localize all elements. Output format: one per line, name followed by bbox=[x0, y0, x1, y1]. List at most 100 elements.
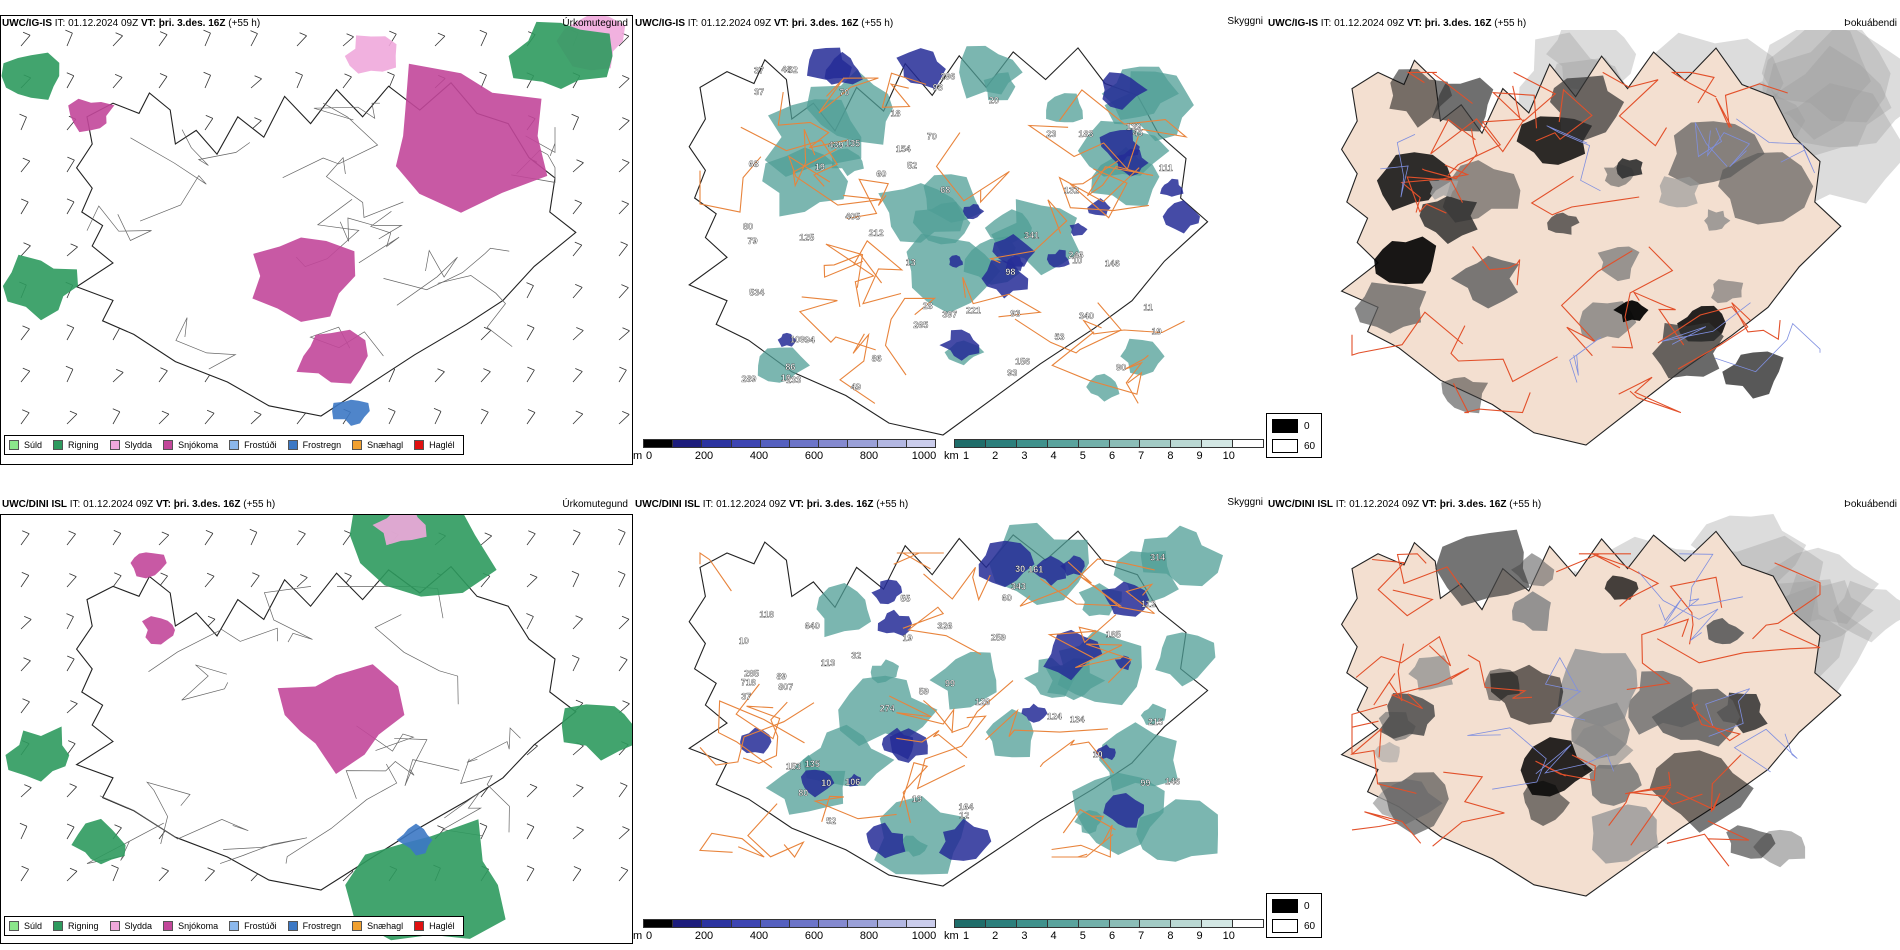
wind-barb bbox=[20, 657, 31, 672]
cloud-base-label: 112 bbox=[1141, 599, 1156, 609]
fog-area bbox=[1756, 45, 1892, 148]
colorbar-cell bbox=[1202, 920, 1234, 927]
snow-area bbox=[296, 329, 368, 384]
colorbar-cell bbox=[1140, 920, 1172, 927]
fog-area bbox=[1490, 664, 1564, 725]
wind-barb bbox=[618, 366, 627, 383]
wind-barb bbox=[66, 867, 78, 882]
panel-cover-dini bbox=[1266, 514, 1900, 916]
snow-area bbox=[142, 616, 175, 645]
road-line bbox=[1092, 583, 1155, 615]
legend-label: Súld bbox=[24, 921, 43, 931]
cloud-base-area bbox=[978, 540, 1035, 588]
cloud-base-label: 139 bbox=[1126, 122, 1141, 132]
wind-barb bbox=[158, 867, 169, 882]
header-cloud-ig: UWC/IG-IS IT: 01.12.2024 09Z VT: þri. 3.… bbox=[633, 16, 1266, 31]
road-line bbox=[988, 199, 1068, 264]
legend-item: Frostúði bbox=[229, 440, 277, 450]
rain-area bbox=[561, 704, 632, 761]
wind-barb bbox=[250, 411, 262, 425]
legend-item: Frostregn bbox=[287, 921, 341, 931]
legend-item: Haglél bbox=[414, 440, 455, 450]
cloud-base-label: 32 bbox=[851, 650, 861, 660]
wind-barb bbox=[19, 113, 27, 131]
colorbar-cell bbox=[702, 920, 732, 927]
colorbar-tick: 200 bbox=[694, 930, 714, 942]
legend-item: Haglél bbox=[414, 921, 455, 931]
it-label: IT: bbox=[702, 499, 714, 510]
panel-cloud-ig: 94 109 86 60 296 139 154 397 340 93 68 52 28 183 439 13… bbox=[633, 30, 1266, 465]
wind-barb bbox=[572, 327, 584, 341]
wind-barb bbox=[572, 368, 583, 383]
lead-time: (+55 h) bbox=[1494, 18, 1527, 29]
wind-barb bbox=[158, 73, 168, 89]
road-line bbox=[1123, 354, 1149, 404]
wind-barb bbox=[112, 74, 123, 89]
wind-barb bbox=[526, 613, 534, 630]
cloud-base-area bbox=[963, 204, 985, 220]
cloud-base-label: 153 bbox=[786, 761, 801, 771]
colorbar-tick: 1 bbox=[962, 450, 970, 462]
road-line bbox=[1380, 134, 1416, 198]
road-line bbox=[1372, 558, 1434, 617]
wind-barb bbox=[526, 865, 535, 882]
wind-barb bbox=[20, 198, 29, 215]
visibility-colorbar: km 1 2 3 4 5 6 7 8 9 10 bbox=[944, 917, 1266, 943]
cloud-base-area bbox=[777, 332, 797, 347]
road-line bbox=[1707, 130, 1751, 168]
road-line bbox=[1733, 728, 1798, 773]
road-line bbox=[1715, 83, 1788, 128]
cloud-base-label: 343 bbox=[1011, 581, 1026, 591]
cloud-base-area bbox=[981, 260, 1029, 299]
legend-item: Súld bbox=[9, 440, 42, 450]
fog-area bbox=[1652, 322, 1724, 379]
cloud-base-label: 68 bbox=[940, 185, 950, 195]
wind-barb bbox=[66, 530, 76, 546]
fog-area bbox=[1435, 529, 1530, 606]
colorbar-cell bbox=[877, 440, 907, 447]
legend-swatch bbox=[352, 440, 363, 450]
road-line bbox=[889, 695, 955, 734]
colorbar-cell bbox=[731, 920, 761, 927]
cloud-base-label: 125 bbox=[799, 232, 814, 242]
visibility-area bbox=[802, 724, 895, 786]
colorbar-strip bbox=[954, 919, 1264, 928]
cloud-base-label: 52 bbox=[826, 816, 836, 826]
cloud-base-label: 99 bbox=[1140, 778, 1150, 788]
wind-barb bbox=[572, 241, 583, 257]
legend-label: Snæhagl bbox=[367, 921, 404, 931]
cloud-base-label: 10 bbox=[1072, 255, 1082, 265]
fog-area bbox=[1722, 351, 1784, 399]
wind-barb bbox=[20, 157, 31, 173]
road-line bbox=[1530, 175, 1640, 216]
legend-swatch bbox=[229, 440, 240, 450]
cloud-base-area bbox=[1114, 655, 1131, 671]
cloud-base-label: 45 bbox=[1133, 128, 1143, 138]
cloud-base-area bbox=[877, 609, 912, 637]
colorbar-cell bbox=[1233, 920, 1264, 927]
legend-swatch bbox=[53, 921, 64, 931]
road-line bbox=[699, 551, 732, 592]
fog-area bbox=[1616, 158, 1643, 179]
colorbar-cell bbox=[955, 440, 986, 447]
road-line bbox=[437, 275, 513, 347]
cloud-base-label: 19 bbox=[903, 633, 913, 643]
fog-area bbox=[1711, 279, 1744, 304]
legend-item: Snæhagl bbox=[352, 921, 403, 931]
wind-barb bbox=[618, 700, 630, 714]
road-line bbox=[1421, 128, 1478, 180]
header-cover-ig: UWC/IG-IS IT: 01.12.2024 09Z VT: þri. 3.… bbox=[1266, 17, 1900, 31]
fog-area bbox=[1613, 300, 1649, 323]
colorbar-cell bbox=[1171, 440, 1203, 447]
cloud-base-label: 640 bbox=[805, 621, 820, 631]
fog-area bbox=[1758, 30, 1900, 162]
road-line bbox=[813, 795, 897, 822]
panel-title: Úrkomutegund bbox=[562, 499, 628, 510]
road-line bbox=[899, 762, 929, 823]
colorbar-unit: km bbox=[944, 450, 959, 462]
wind-barb bbox=[618, 159, 630, 173]
cloud-base-label: 807 bbox=[778, 682, 793, 692]
cloud-base-label: 89 bbox=[777, 671, 787, 681]
colorbar-cell bbox=[1109, 920, 1141, 927]
panel-title: Skyggni bbox=[1227, 497, 1263, 508]
